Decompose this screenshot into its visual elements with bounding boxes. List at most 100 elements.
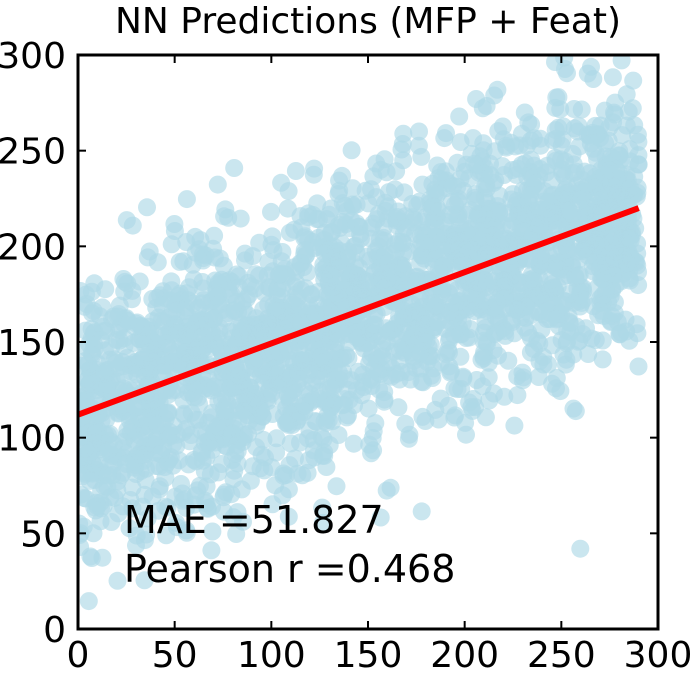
scatter-point: [571, 539, 590, 558]
scatter-point: [115, 282, 134, 301]
scatter-point: [629, 155, 648, 174]
scatter-point: [429, 410, 448, 429]
scatter-point: [610, 325, 629, 343]
scatter-point: [152, 363, 171, 382]
scatter-point: [127, 526, 146, 545]
scatter-point: [286, 162, 305, 180]
scatter-point: [87, 424, 106, 442]
scatter-point: [556, 60, 574, 78]
scatter-point: [266, 476, 285, 495]
scatter-point: [232, 371, 251, 390]
scatter-point: [468, 156, 487, 175]
scatter-point: [170, 252, 189, 271]
scatter-point: [96, 280, 115, 299]
scatter-point: [246, 265, 265, 284]
scatter-point: [371, 508, 390, 527]
scatter-point: [135, 571, 154, 590]
scatter-point: [227, 525, 246, 543]
scatter-point: [228, 503, 247, 522]
scatter-point: [194, 279, 213, 298]
scatter-point: [315, 223, 334, 242]
scatter-point: [502, 311, 521, 330]
scatter-point: [262, 458, 281, 477]
scatter-point: [547, 129, 566, 148]
scatter-point: [246, 279, 265, 298]
scatter-point: [138, 198, 156, 217]
scatter-point: [182, 373, 201, 392]
scatter-point: [467, 210, 486, 229]
y-axis: 0 50 100 150 200 250 300: [0, 36, 658, 651]
mae-annotation: MAE =51.827: [124, 498, 384, 542]
scatter-point: [629, 132, 648, 151]
scatter-point: [572, 293, 591, 312]
x-tick-label: 250: [527, 635, 596, 675]
scatter-point: [517, 297, 535, 316]
scatter-point: [607, 184, 626, 203]
scatter-point: [313, 498, 332, 517]
scatter-point: [414, 324, 433, 343]
scatter-point: [163, 381, 182, 400]
scatter-point: [104, 435, 123, 454]
scatter-point: [428, 156, 447, 175]
scatter-point: [216, 401, 235, 420]
scatter-point: [209, 463, 228, 482]
scatter-point: [514, 232, 533, 250]
scatter-point: [569, 117, 588, 136]
scatter-point: [165, 215, 184, 233]
scatter-point: [200, 304, 219, 323]
scatter-point: [549, 88, 568, 107]
scatter-point: [374, 218, 393, 237]
scatter-point: [529, 368, 548, 386]
scatter-point: [118, 312, 137, 330]
scatter-point: [343, 179, 362, 198]
scatter-point: [385, 180, 404, 199]
scatter-point: [300, 296, 319, 315]
x-tick-label: 100: [237, 635, 306, 675]
scatter-point: [566, 402, 585, 421]
scatter-point: [622, 250, 641, 268]
scatter-point: [329, 426, 348, 444]
scatter-point: [476, 312, 495, 331]
scatter-point: [307, 412, 326, 431]
scatter-point: [203, 522, 222, 541]
scatter-point: [181, 314, 200, 333]
scatter-point: [151, 445, 170, 463]
scatter-point: [362, 444, 381, 463]
scatter-point: [205, 248, 224, 267]
scatter-point: [388, 314, 407, 333]
scatter-point: [541, 271, 560, 289]
x-tick-label: 50: [152, 635, 198, 675]
scatter-point: [462, 398, 481, 417]
scatter-point: [177, 190, 196, 209]
x-tick-label: 200: [430, 635, 499, 675]
scatter-point: [449, 192, 468, 211]
scatter-point: [157, 526, 176, 545]
scatter-point: [325, 322, 343, 341]
scatter-point: [390, 351, 409, 370]
scatter-point: [508, 386, 527, 405]
scatter-point: [619, 102, 638, 121]
scatter-point: [389, 398, 408, 417]
scatter-point: [543, 204, 562, 223]
scatter-point: [126, 398, 145, 417]
scatter-point: [474, 349, 493, 368]
scatter-point: [590, 173, 609, 192]
scatter-point: [450, 107, 469, 126]
scatter-point: [437, 124, 455, 143]
scatter-point: [141, 392, 160, 411]
scatter-point: [605, 304, 624, 323]
scatter-point: [522, 115, 541, 134]
scatter-point: [477, 244, 496, 263]
scatter-point: [480, 391, 499, 410]
scatter-point: [612, 55, 631, 70]
x-tick-label: 300: [624, 635, 690, 675]
scatter-point: [269, 375, 288, 394]
scatter-point: [410, 122, 428, 141]
scatter-point: [329, 216, 348, 235]
scatter-point: [189, 410, 208, 429]
scatter-point: [508, 367, 527, 386]
scatter-point: [605, 105, 624, 124]
scatter-point: [117, 454, 136, 473]
scatter-point: [227, 436, 246, 455]
scatter-point: [490, 204, 509, 223]
